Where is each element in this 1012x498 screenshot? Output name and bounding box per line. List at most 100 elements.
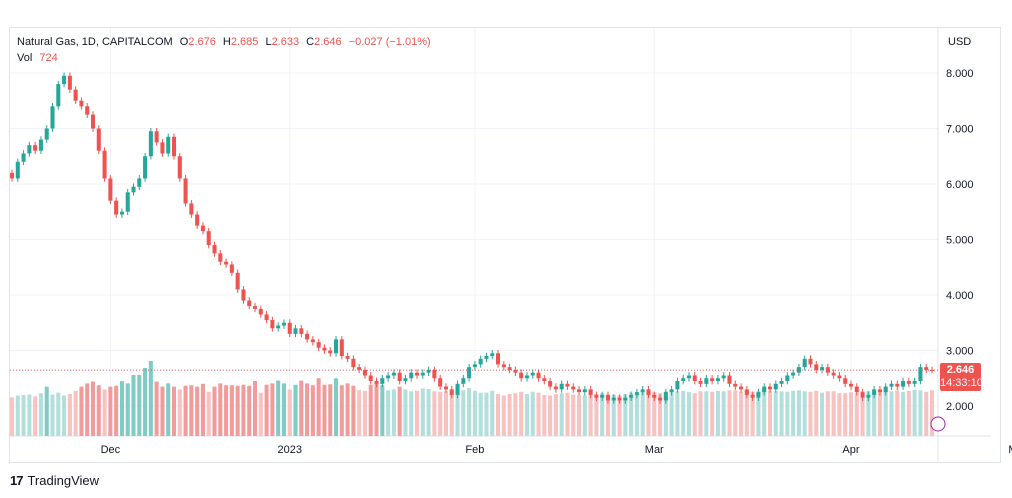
candle — [195, 211, 200, 229]
candle-body — [426, 369, 431, 373]
symbol-label[interactable]: Natural Gas, 1D, CAPITALCOM — [17, 36, 173, 48]
volume-bar — [629, 392, 634, 436]
candle — [640, 386, 645, 396]
candle-body — [218, 253, 223, 262]
bar-countdown: 14:33:10 — [940, 377, 983, 389]
candle-body — [571, 386, 576, 390]
volume-bar — [455, 391, 460, 436]
candle — [310, 336, 315, 346]
volume-bar — [924, 391, 929, 436]
volume-bar — [386, 390, 391, 436]
volume-bar — [692, 393, 697, 436]
candle — [420, 369, 425, 379]
volume-bar — [108, 386, 113, 436]
volume-bar — [501, 395, 506, 436]
volume-bar — [652, 392, 657, 436]
candle — [866, 391, 871, 402]
candle-body — [906, 381, 911, 384]
volume-bar — [195, 386, 200, 436]
candle-body — [183, 178, 188, 204]
candle — [785, 372, 790, 385]
candle — [270, 316, 275, 332]
volume-bar — [293, 384, 298, 436]
candle — [577, 386, 582, 396]
candle-body — [241, 289, 246, 301]
candle-body — [715, 378, 720, 382]
candle-body — [860, 392, 865, 398]
x-tick-label: Feb — [465, 444, 484, 456]
volume-bar — [727, 390, 732, 436]
chart-frame[interactable] — [9, 27, 1001, 463]
candle-body — [704, 378, 709, 384]
candle-body — [85, 106, 90, 115]
volume-bar — [901, 391, 906, 436]
volume-label[interactable]: Vol — [17, 52, 33, 64]
candle — [883, 383, 888, 396]
candle — [808, 355, 813, 368]
candle — [241, 286, 246, 304]
candle — [21, 150, 26, 166]
volume-bar — [229, 385, 234, 436]
x-tick-label: May — [1008, 444, 1012, 456]
volume-bar — [160, 386, 165, 436]
candle — [484, 352, 489, 363]
change-value: −0.027 (−1.01%) — [348, 36, 431, 48]
volume-bar — [739, 391, 744, 436]
volume-bar — [212, 386, 217, 436]
candle-body — [611, 397, 616, 401]
candle-body — [206, 231, 211, 246]
candle — [542, 374, 547, 385]
candle-body — [281, 322, 286, 326]
volume-bar — [496, 394, 501, 436]
candle — [802, 355, 807, 371]
y-tick-label: 4.000 — [946, 290, 974, 302]
candle — [617, 394, 622, 404]
volume-bar — [368, 384, 373, 436]
candle — [906, 377, 911, 388]
volume-bar — [264, 384, 269, 436]
volume-bar — [252, 381, 258, 436]
candle — [189, 200, 194, 218]
volume-bar — [929, 390, 935, 436]
volume-bar — [339, 385, 344, 436]
volume-bar — [750, 391, 755, 436]
volume-bar — [316, 378, 321, 436]
volume-bar — [166, 383, 171, 436]
volume-bar — [420, 388, 425, 436]
candle-body — [357, 367, 362, 370]
candle-body — [212, 245, 217, 254]
candle-body — [50, 106, 55, 129]
candle — [391, 369, 396, 379]
volume-bar — [744, 390, 749, 436]
candle — [791, 369, 796, 379]
candle-body — [548, 381, 553, 387]
x-tick-label: Dec — [101, 444, 121, 456]
currency-label[interactable]: USD — [948, 36, 972, 48]
candle-body — [276, 325, 281, 329]
tradingview-brand[interactable]: 17 TradingView — [10, 473, 99, 488]
volume-bar — [571, 394, 576, 436]
volume-bar — [669, 390, 674, 436]
volume-bar — [634, 393, 639, 436]
candle — [119, 208, 124, 218]
volume-bar — [617, 395, 622, 436]
volume-bar — [79, 386, 84, 436]
candle — [67, 72, 72, 93]
candle — [293, 324, 298, 338]
candle — [848, 380, 854, 390]
candle — [386, 372, 391, 382]
volume-bar — [854, 392, 859, 436]
candle-body — [924, 367, 929, 370]
volume-bar — [189, 385, 194, 436]
candle-body — [368, 375, 373, 382]
volume-bar — [345, 383, 350, 436]
candle-body — [594, 394, 599, 398]
candle — [380, 374, 385, 388]
candle — [692, 372, 697, 385]
candle-body — [762, 386, 767, 393]
volume-bar — [85, 383, 90, 436]
candle — [710, 374, 715, 385]
candle — [490, 349, 495, 360]
candle-body — [461, 378, 466, 384]
